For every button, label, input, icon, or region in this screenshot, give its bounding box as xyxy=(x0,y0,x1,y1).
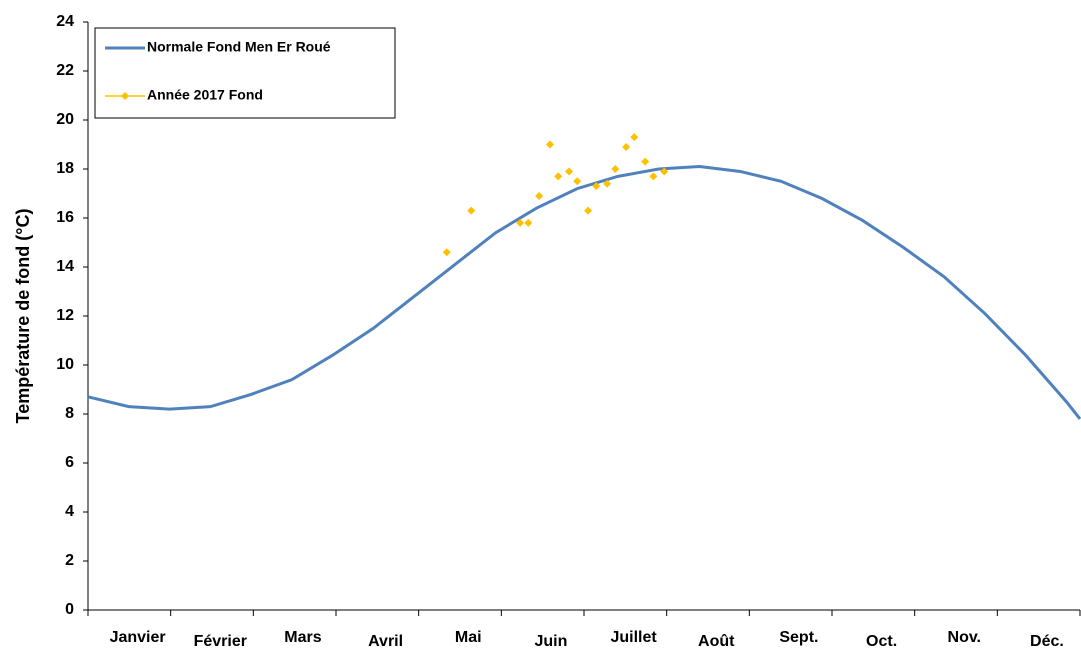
x-tick-label: Juin xyxy=(534,633,567,649)
x-tick-label: Juillet xyxy=(610,629,657,646)
y-tick-label: 2 xyxy=(65,552,74,569)
scatter-point xyxy=(554,172,563,181)
scatter-point xyxy=(573,177,582,186)
x-tick-label: Janvier xyxy=(110,629,166,646)
y-tick-label: 12 xyxy=(56,307,74,324)
y-tick-label: 16 xyxy=(56,209,74,226)
scatter-point xyxy=(516,218,525,227)
x-tick-label: Nov. xyxy=(948,629,981,646)
x-tick-label: Août xyxy=(698,633,735,649)
y-tick-label: 24 xyxy=(56,13,74,30)
scatter-point xyxy=(535,191,544,200)
scatter-point xyxy=(611,165,620,173)
y-tick-label: 6 xyxy=(65,454,74,471)
x-tick-label: Avril xyxy=(368,633,403,649)
y-axis-title: Température de fond (°C) xyxy=(13,209,33,424)
x-tick-label: Février xyxy=(194,633,247,649)
scatter-point xyxy=(524,218,533,227)
legend-marker xyxy=(121,92,129,100)
scatter-point xyxy=(641,157,650,166)
x-tick-label: Mars xyxy=(284,629,321,646)
y-tick-label: 10 xyxy=(56,356,74,373)
scatter-point xyxy=(467,206,476,215)
y-tick-label: 8 xyxy=(65,405,74,422)
y-tick-label: 22 xyxy=(56,62,74,79)
legend-label: Normale Fond Men Er Roué xyxy=(147,39,331,55)
scatter-point xyxy=(442,248,451,257)
legend-box xyxy=(94,27,396,119)
y-tick-label: 18 xyxy=(56,160,74,177)
x-tick-label: Oct. xyxy=(866,633,897,649)
scatter-point xyxy=(584,206,593,215)
scatter-point xyxy=(546,140,555,149)
y-tick-label: 4 xyxy=(65,503,74,520)
x-tick-label: Mai xyxy=(455,629,482,646)
scatter-point xyxy=(603,179,612,188)
scatter-point xyxy=(660,167,669,176)
scatter-point xyxy=(622,142,631,151)
y-tick-label: 20 xyxy=(56,111,74,128)
y-tick-label: 0 xyxy=(65,601,74,618)
scatter-point xyxy=(565,167,574,176)
normal-line xyxy=(87,165,1081,420)
legend-label: Année 2017 Fond xyxy=(147,87,263,103)
x-tick-label: Déc. xyxy=(1030,633,1064,649)
scatter-point xyxy=(649,172,658,181)
scatter-point xyxy=(630,133,639,142)
y-tick-label: 14 xyxy=(56,258,74,275)
x-tick-label: Sept. xyxy=(779,629,818,646)
scatter-point xyxy=(592,182,601,191)
